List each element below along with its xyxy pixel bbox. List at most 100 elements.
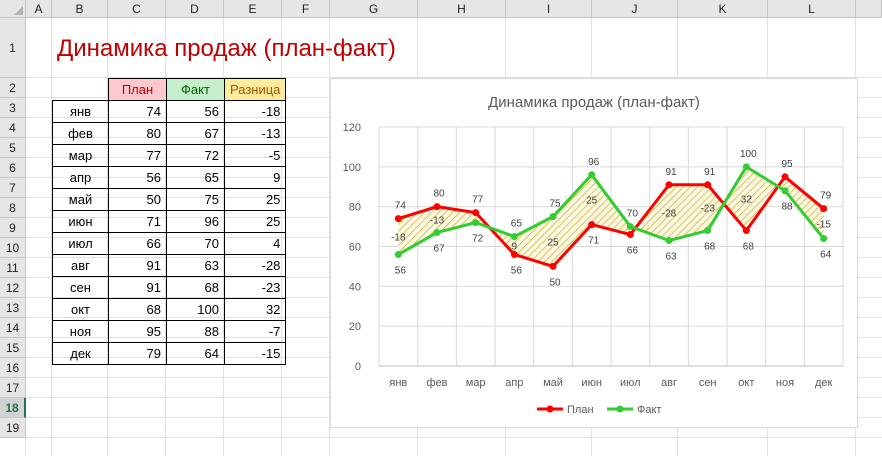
diff-cell[interactable]: -15 (223, 342, 287, 365)
row-header[interactable]: 15 (0, 338, 26, 358)
fact-cell[interactable]: 67 (166, 122, 225, 145)
column-header[interactable]: J (592, 0, 678, 18)
plan-cell[interactable]: 91 (108, 276, 167, 299)
diff-cell[interactable]: -18 (223, 100, 287, 123)
column-header[interactable]: A (26, 0, 52, 18)
month-cell[interactable]: июн (52, 210, 109, 233)
data-label: 65 (511, 219, 523, 230)
row-header[interactable]: 17 (0, 378, 26, 398)
fact-cell[interactable]: 96 (166, 210, 225, 233)
column-header[interactable]: B (52, 0, 108, 18)
plan-cell[interactable]: 79 (108, 342, 167, 365)
header-diff[interactable]: Разница (223, 78, 287, 101)
month-cell[interactable]: авг (52, 254, 109, 277)
diff-cell[interactable]: 9 (223, 166, 287, 189)
month-cell[interactable]: май (52, 188, 109, 211)
plan-cell[interactable]: 56 (108, 166, 167, 189)
diff-cell[interactable]: -13 (223, 122, 287, 145)
diff-cell[interactable]: 25 (223, 210, 287, 233)
diff-cell[interactable]: -5 (223, 144, 287, 167)
fact-cell[interactable]: 65 (166, 166, 225, 189)
column-header[interactable]: F (282, 0, 330, 18)
row-header[interactable]: 10 (0, 238, 26, 258)
fact-cell[interactable]: 64 (166, 342, 225, 365)
plan-cell[interactable]: 50 (108, 188, 167, 211)
column-header[interactable]: E (224, 0, 282, 18)
column-header[interactable]: G (330, 0, 418, 18)
diff-cell[interactable]: -23 (223, 276, 287, 299)
month-cell[interactable]: апр (52, 166, 109, 189)
header-fact[interactable]: Факт (166, 78, 225, 101)
select-all-corner[interactable] (0, 0, 26, 18)
month-cell[interactable]: дек (52, 342, 109, 365)
row-header[interactable]: 18 (0, 398, 26, 418)
diff-cell[interactable]: 4 (223, 232, 287, 255)
fact-cell[interactable]: 100 (166, 298, 225, 321)
row-header[interactable]: 14 (0, 318, 26, 338)
diff-cell[interactable]: -28 (223, 254, 287, 277)
table-row: дек 79 64 -15 (52, 342, 287, 365)
month-cell[interactable]: окт (52, 298, 109, 321)
column-header[interactable]: C (108, 0, 166, 18)
row-header[interactable]: 3 (0, 98, 26, 118)
data-point-plan (394, 215, 402, 223)
row-header[interactable]: 6 (0, 158, 26, 178)
row-header[interactable]: 11 (0, 258, 26, 278)
month-cell[interactable]: сен (52, 276, 109, 299)
difference-band (398, 206, 437, 255)
fact-cell[interactable]: 56 (166, 100, 225, 123)
data-point-fact (781, 187, 789, 195)
fact-cell[interactable]: 68 (166, 276, 225, 299)
plan-cell[interactable]: 91 (108, 254, 167, 277)
chart[interactable]: Динамика продаж (план-факт) 0 20 40 60 80 100 1… (330, 78, 858, 428)
legend-label: Факт (637, 404, 661, 416)
column-header[interactable]: I (506, 0, 592, 18)
row-header[interactable]: 12 (0, 278, 26, 298)
row-header[interactable]: 16 (0, 358, 26, 378)
fact-cell[interactable]: 72 (166, 144, 225, 167)
plan-cell[interactable]: 80 (108, 122, 167, 145)
column-header[interactable]: L (768, 0, 856, 18)
row-header[interactable]: 4 (0, 118, 26, 138)
header-plan[interactable]: План (108, 78, 167, 101)
row-header[interactable]: 2 (0, 78, 26, 98)
month-cell[interactable]: ноя (52, 320, 109, 343)
diff-cell[interactable]: -7 (223, 320, 287, 343)
row-header[interactable]: 1 (0, 18, 26, 78)
diff-cell[interactable]: 32 (223, 298, 287, 321)
row-header[interactable]: 7 (0, 178, 26, 198)
difference-band (785, 176, 824, 239)
month-cell[interactable]: янв (52, 100, 109, 123)
fact-cell[interactable]: 70 (166, 232, 225, 255)
row-header[interactable]: 8 (0, 198, 26, 218)
plan-cell[interactable]: 71 (108, 210, 167, 233)
column-header[interactable] (856, 0, 882, 18)
column-header[interactable]: D (166, 0, 224, 18)
month-cell[interactable]: фев (52, 122, 109, 145)
row-header[interactable]: 9 (0, 218, 26, 238)
data-label: 96 (588, 157, 600, 168)
difference-band (437, 206, 476, 233)
month-cell[interactable]: июл (52, 232, 109, 255)
plan-cell[interactable]: 66 (108, 232, 167, 255)
sheet-title[interactable]: Динамика продаж (план-факт) (57, 35, 396, 62)
data-point-fact (704, 227, 712, 235)
fact-cell[interactable]: 63 (166, 254, 225, 277)
plan-cell[interactable]: 77 (108, 144, 167, 167)
empty-cell[interactable] (53, 79, 109, 101)
plan-cell[interactable]: 95 (108, 320, 167, 343)
row-header[interactable]: 5 (0, 138, 26, 158)
plan-cell[interactable]: 68 (108, 298, 167, 321)
plan-cell[interactable]: 74 (108, 100, 167, 123)
data-label: 56 (395, 265, 407, 276)
diff-cell[interactable]: 25 (223, 188, 287, 211)
fact-cell[interactable]: 88 (166, 320, 225, 343)
column-header[interactable]: K (678, 0, 768, 18)
row-header[interactable]: 19 (0, 418, 26, 438)
data-label: 71 (588, 236, 600, 247)
month-cell[interactable]: мар (52, 144, 109, 167)
fact-cell[interactable]: 75 (166, 188, 225, 211)
x-tick-label: окт (738, 377, 754, 389)
column-header[interactable]: H (418, 0, 506, 18)
row-header[interactable]: 13 (0, 298, 26, 318)
